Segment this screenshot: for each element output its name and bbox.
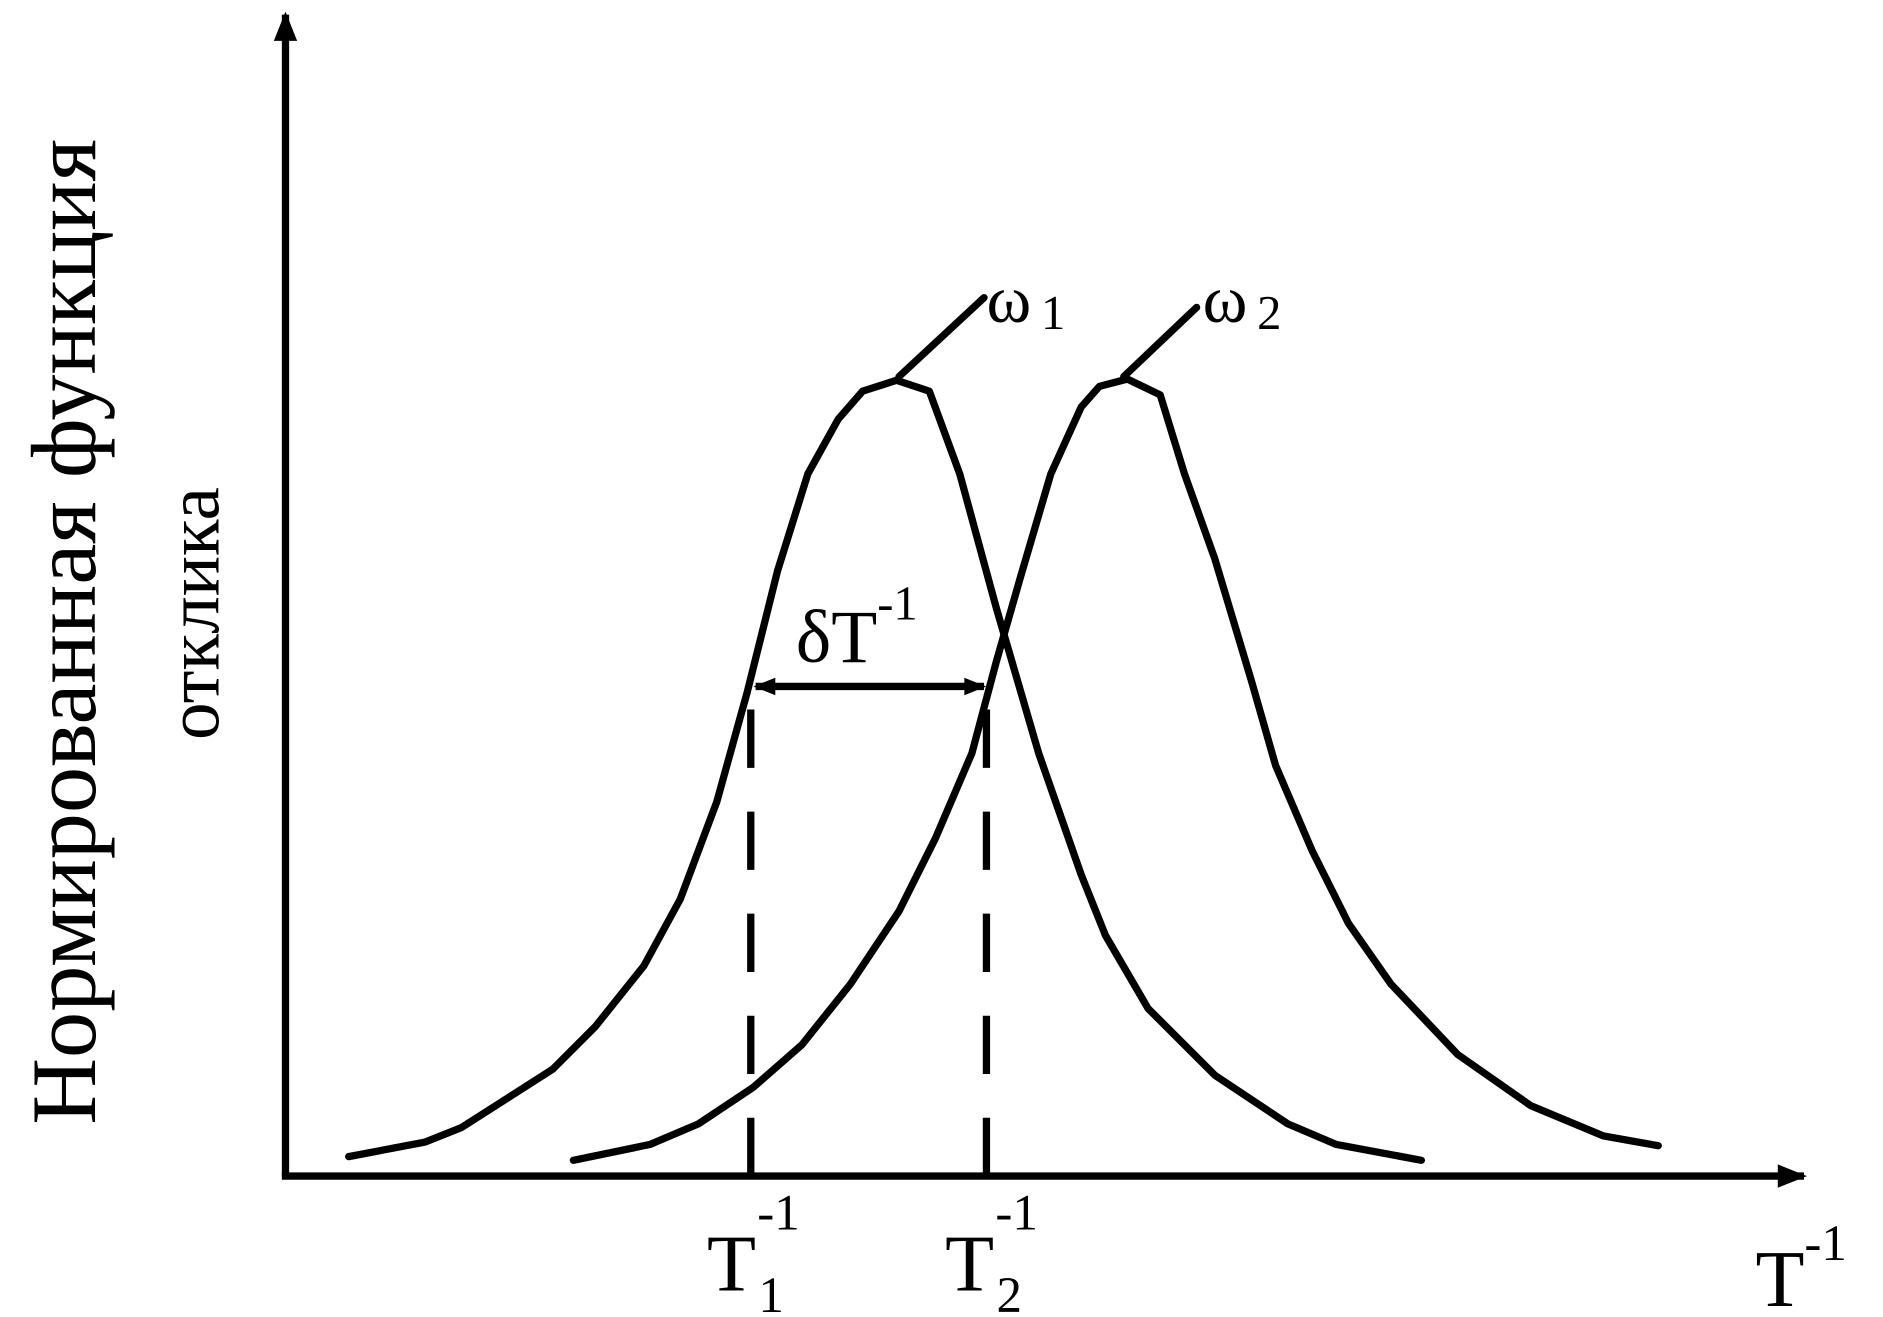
y-label: Нормированная функция [13,139,115,1125]
curve-1 [345,376,1426,1164]
marker-label: T1 -1 [707,1186,800,1317]
superscript: -1 [757,1186,799,1242]
superscript: -1 [877,577,917,631]
subscript: 2 [997,1268,1023,1317]
curve-2 [569,375,1662,1164]
text: T [945,1220,994,1308]
text: T [1755,1236,1804,1317]
subscript: 1 [1041,286,1065,340]
subscript: 2 [1257,286,1281,340]
subscript: 1 [758,1268,784,1317]
superscript: -1 [995,1186,1037,1242]
interval-label: δT-1 [796,577,918,680]
leader-line [1120,303,1201,381]
marker-label: T2 -1 [945,1186,1038,1317]
text: T [707,1220,756,1308]
leader-line [895,294,988,381]
text: ω [986,261,1031,337]
y-label: отклика [153,487,236,740]
superscript: -1 [1804,1216,1846,1272]
x-label: T-1 [1755,1216,1846,1317]
text: ω [1203,261,1248,337]
text: δT [796,596,877,679]
